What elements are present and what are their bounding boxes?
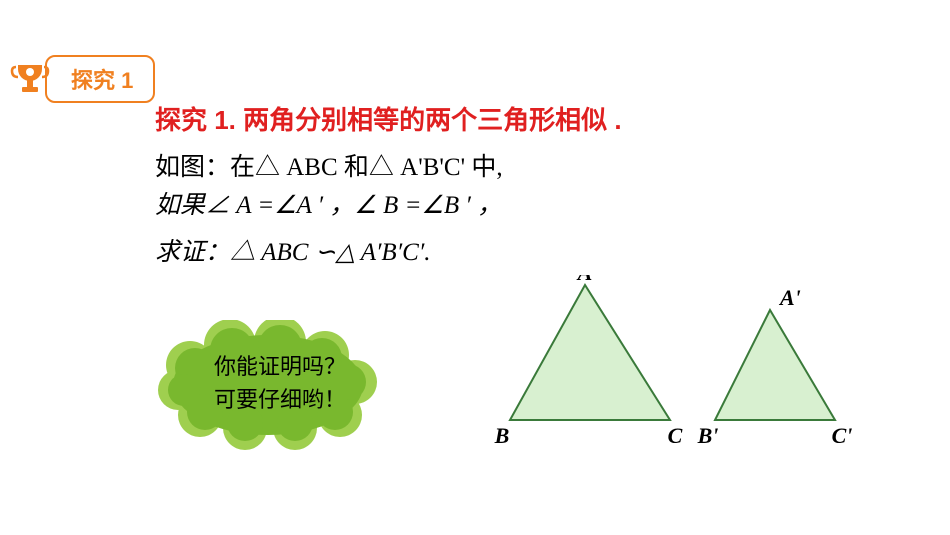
- label-c-prime: C': [832, 423, 853, 448]
- content-area: 探究 1. 两角分别相等的两个三角形相似 . 如图：在△ ABC 和△ A'B'…: [155, 100, 915, 272]
- triangles-diagram: A B C A' B' C': [490, 275, 910, 475]
- title-text: 探究 1. 两角分别相等的两个三角形相似 .: [155, 100, 915, 137]
- bubble-line-1: 你能证明吗？: [214, 354, 346, 379]
- label-c: C: [668, 423, 683, 448]
- triangle-abc: [510, 285, 670, 420]
- given-line-2: 如果∠ A =∠A ′ ，∠ B =∠B ′ ，: [155, 187, 915, 225]
- label-a: A: [576, 275, 593, 285]
- label-a-prime: A': [778, 285, 801, 310]
- bubble-line-2: 可要仔细哟！: [214, 387, 346, 412]
- given-line-1: 如图：在△ ABC 和△ A'B'C' 中,: [155, 149, 915, 187]
- section-badge: 探究 1: [10, 55, 155, 103]
- badge-label: 探究 1: [45, 55, 155, 103]
- triangle-abc-prime: [715, 310, 835, 420]
- label-b-prime: B': [697, 423, 719, 448]
- prove-line: 求证：△ ABC ∽△ A′B′C′.: [155, 234, 535, 272]
- label-b: B: [494, 423, 510, 448]
- bubble-text: 你能证明吗？ 可要仔细哟！: [190, 350, 370, 416]
- trophy-icon: [10, 59, 50, 99]
